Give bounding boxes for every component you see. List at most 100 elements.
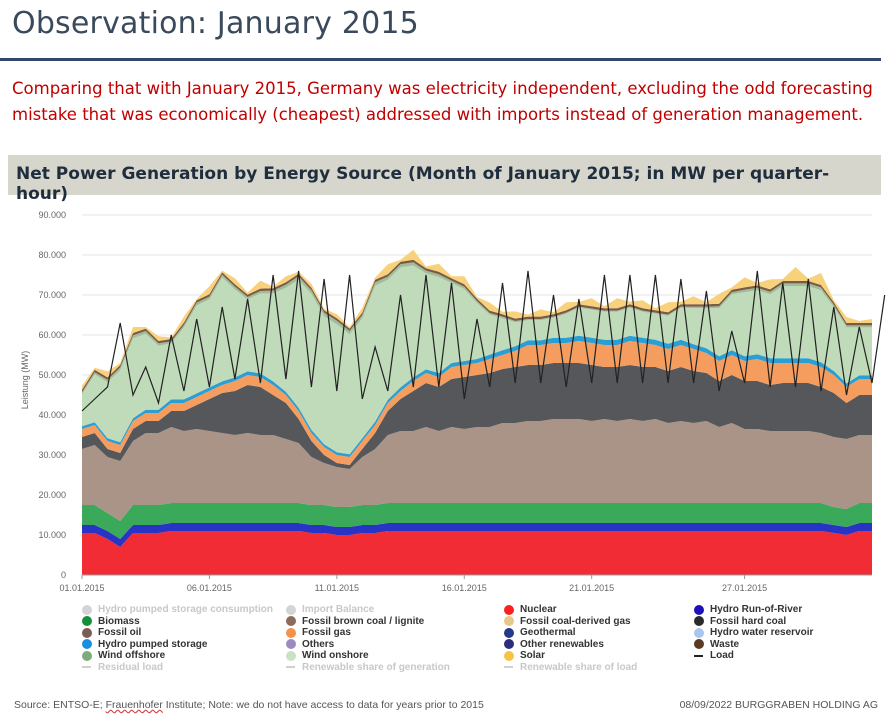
legend-label: Residual load xyxy=(98,661,164,673)
legend-label: Hydro pumped storage consumption xyxy=(98,604,274,615)
legend-item-hydro-pumped-storage-consumption[interactable]: Hydro pumped storage consumption xyxy=(82,604,273,615)
legend-label: Wind onshore xyxy=(302,650,369,661)
legend-label: Waste xyxy=(710,638,740,650)
legend-dot-marker xyxy=(694,639,704,649)
y-tick-label: 20.000 xyxy=(38,490,66,500)
legend-label: Biomass xyxy=(98,615,140,627)
legend-dot-marker xyxy=(286,604,296,615)
y-axis-label: Leistung (MW) xyxy=(20,351,30,410)
y-tick-label: 10.000 xyxy=(38,530,66,540)
legend-item-load[interactable]: Load xyxy=(694,650,734,661)
y-tick-label: 40.000 xyxy=(38,410,66,420)
legend-item-renewable-share-of-load[interactable]: Renewable share of load xyxy=(504,662,637,673)
legend-label: Geothermal xyxy=(520,627,576,638)
legend-dot-marker xyxy=(286,627,296,638)
slide-subtitle: Comparing that with January 2015, German… xyxy=(12,79,873,124)
x-tick-label: 21.01.2015 xyxy=(569,583,614,593)
legend-item-geothermal[interactable]: Geothermal xyxy=(504,627,576,638)
y-tick-label: 60.000 xyxy=(38,330,66,340)
area-solar xyxy=(82,249,872,390)
slide-title: Observation: January 2015 xyxy=(12,6,419,41)
legend-dot-marker xyxy=(504,650,514,661)
x-tick-label: 06.01.2015 xyxy=(187,583,232,593)
legend-dot-marker xyxy=(82,627,92,638)
legend-label: Fossil hard coal xyxy=(710,615,787,627)
legend-dot-marker xyxy=(82,639,92,649)
legend-dot-marker xyxy=(82,616,92,626)
area-fossil-hard-coal xyxy=(82,363,872,469)
legend-label: Fossil oil xyxy=(98,627,142,638)
legend-item-others[interactable]: Others xyxy=(286,639,334,650)
chart-legend: Hydro pumped storage consumption Import B… xyxy=(82,604,882,676)
legend-item-hydro-water-reservoir[interactable]: Hydro water reservoir xyxy=(694,627,813,638)
x-tick-label: 01.01.2015 xyxy=(59,583,104,593)
area-hydro-run-of-river xyxy=(82,523,872,547)
y-tick-label: 90.000 xyxy=(38,210,66,220)
legend-item-residual-load[interactable]: Residual load xyxy=(82,662,163,673)
legend-item-fossil-gas[interactable]: Fossil gas xyxy=(286,627,351,638)
legend-item-fossil-brown-coal-lignite[interactable]: Fossil brown coal / lignite xyxy=(286,616,424,627)
legend-line-marker xyxy=(694,654,703,657)
legend-label: Solar xyxy=(520,650,546,661)
legend-label: Other renewables xyxy=(520,638,604,650)
legend-label: Hydro Run-of-River xyxy=(710,604,803,615)
legend-dot-marker xyxy=(504,604,514,615)
chart-banner: Net Power Generation by Energy Source (M… xyxy=(8,155,881,204)
y-tick-label: 50.000 xyxy=(38,370,66,380)
legend-item-wind-onshore[interactable]: Wind onshore xyxy=(286,650,369,661)
area-series xyxy=(82,249,872,575)
legend-label: Hydro water reservoir xyxy=(710,627,814,638)
legend-item-renewable-share-of-generation[interactable]: Renewable share of generation xyxy=(286,662,450,673)
legend-dot-marker xyxy=(82,604,92,615)
legend-item-hydro-run-of-river[interactable]: Hydro Run-of-River xyxy=(694,604,802,615)
legend-item-biomass[interactable]: Biomass xyxy=(82,616,140,627)
legend-label: Wind offshore xyxy=(98,650,166,661)
load-line-layer xyxy=(81,270,886,412)
legend-item-fossil-oil[interactable]: Fossil oil xyxy=(82,627,141,638)
legend-dot-marker xyxy=(504,616,514,626)
legend-item-nuclear[interactable]: Nuclear xyxy=(504,604,557,615)
legend-line-marker xyxy=(286,666,295,668)
legend-item-fossil-hard-coal[interactable]: Fossil hard coal xyxy=(694,616,786,627)
legend-dot-marker xyxy=(286,650,296,661)
legend-line-marker xyxy=(504,666,513,668)
y-tick-label: 30.000 xyxy=(38,450,66,460)
legend-label: Renewable share of load xyxy=(520,661,638,673)
legend-item-other-renewables[interactable]: Other renewables xyxy=(504,639,604,650)
y-tick-label: 70.000 xyxy=(38,290,66,300)
legend-label: Others xyxy=(302,638,335,650)
area-wind-onshore xyxy=(82,265,872,455)
area-nuclear xyxy=(82,531,872,575)
legend-label: Fossil coal-derived gas xyxy=(520,615,631,627)
footer-source-suffix: Institute; Note: we do not have access t… xyxy=(162,699,484,711)
legend-dot-marker xyxy=(286,616,296,626)
legend-label: Hydro pumped storage xyxy=(98,638,208,650)
legend-label: Fossil gas xyxy=(302,627,351,638)
y-axis: 0 10.000 20.000 30.000 40.000 50.000 60.000 70.… xyxy=(38,210,66,580)
x-axis: 01.01.2015 06.01.2015 11.01.2015 16.01.2015… xyxy=(59,574,872,593)
area-biomass xyxy=(82,503,872,539)
legend-dot-marker xyxy=(504,639,514,649)
load-line xyxy=(81,270,886,412)
legend-item-waste[interactable]: Waste xyxy=(694,639,739,650)
legend-label: Import Balance xyxy=(302,604,375,615)
footer-source: Source: ENTSO-E; Frauenhofer Institute; … xyxy=(14,699,484,711)
legend-dot-marker xyxy=(694,616,704,626)
legend-label: Fossil brown coal / lignite xyxy=(302,615,425,627)
area-fossil-brown-coal-lignite xyxy=(82,419,872,521)
legend-item-solar[interactable]: Solar xyxy=(504,650,545,661)
footer-source-underlined: Frauenhofer xyxy=(105,699,163,711)
x-tick-label: 16.01.2015 xyxy=(442,583,487,593)
x-tick-label: 27.01.2015 xyxy=(722,583,767,593)
y-tick-label: 0 xyxy=(61,570,66,580)
area-fossil-gas xyxy=(82,341,872,465)
legend-label: Load xyxy=(710,650,734,661)
legend-item-import-balance[interactable]: Import Balance xyxy=(286,604,374,615)
legend-item-hydro-pumped-storage[interactable]: Hydro pumped storage xyxy=(82,639,207,650)
title-divider xyxy=(0,58,881,61)
legend-dot-marker xyxy=(286,639,296,649)
chart-banner-title: Net Power Generation by Energy Source (M… xyxy=(16,164,830,204)
y-tick-label: 80.000 xyxy=(38,250,66,260)
legend-item-fossil-coal-derived-gas[interactable]: Fossil coal-derived gas xyxy=(504,616,631,627)
legend-item-wind-offshore[interactable]: Wind offshore xyxy=(82,650,165,661)
